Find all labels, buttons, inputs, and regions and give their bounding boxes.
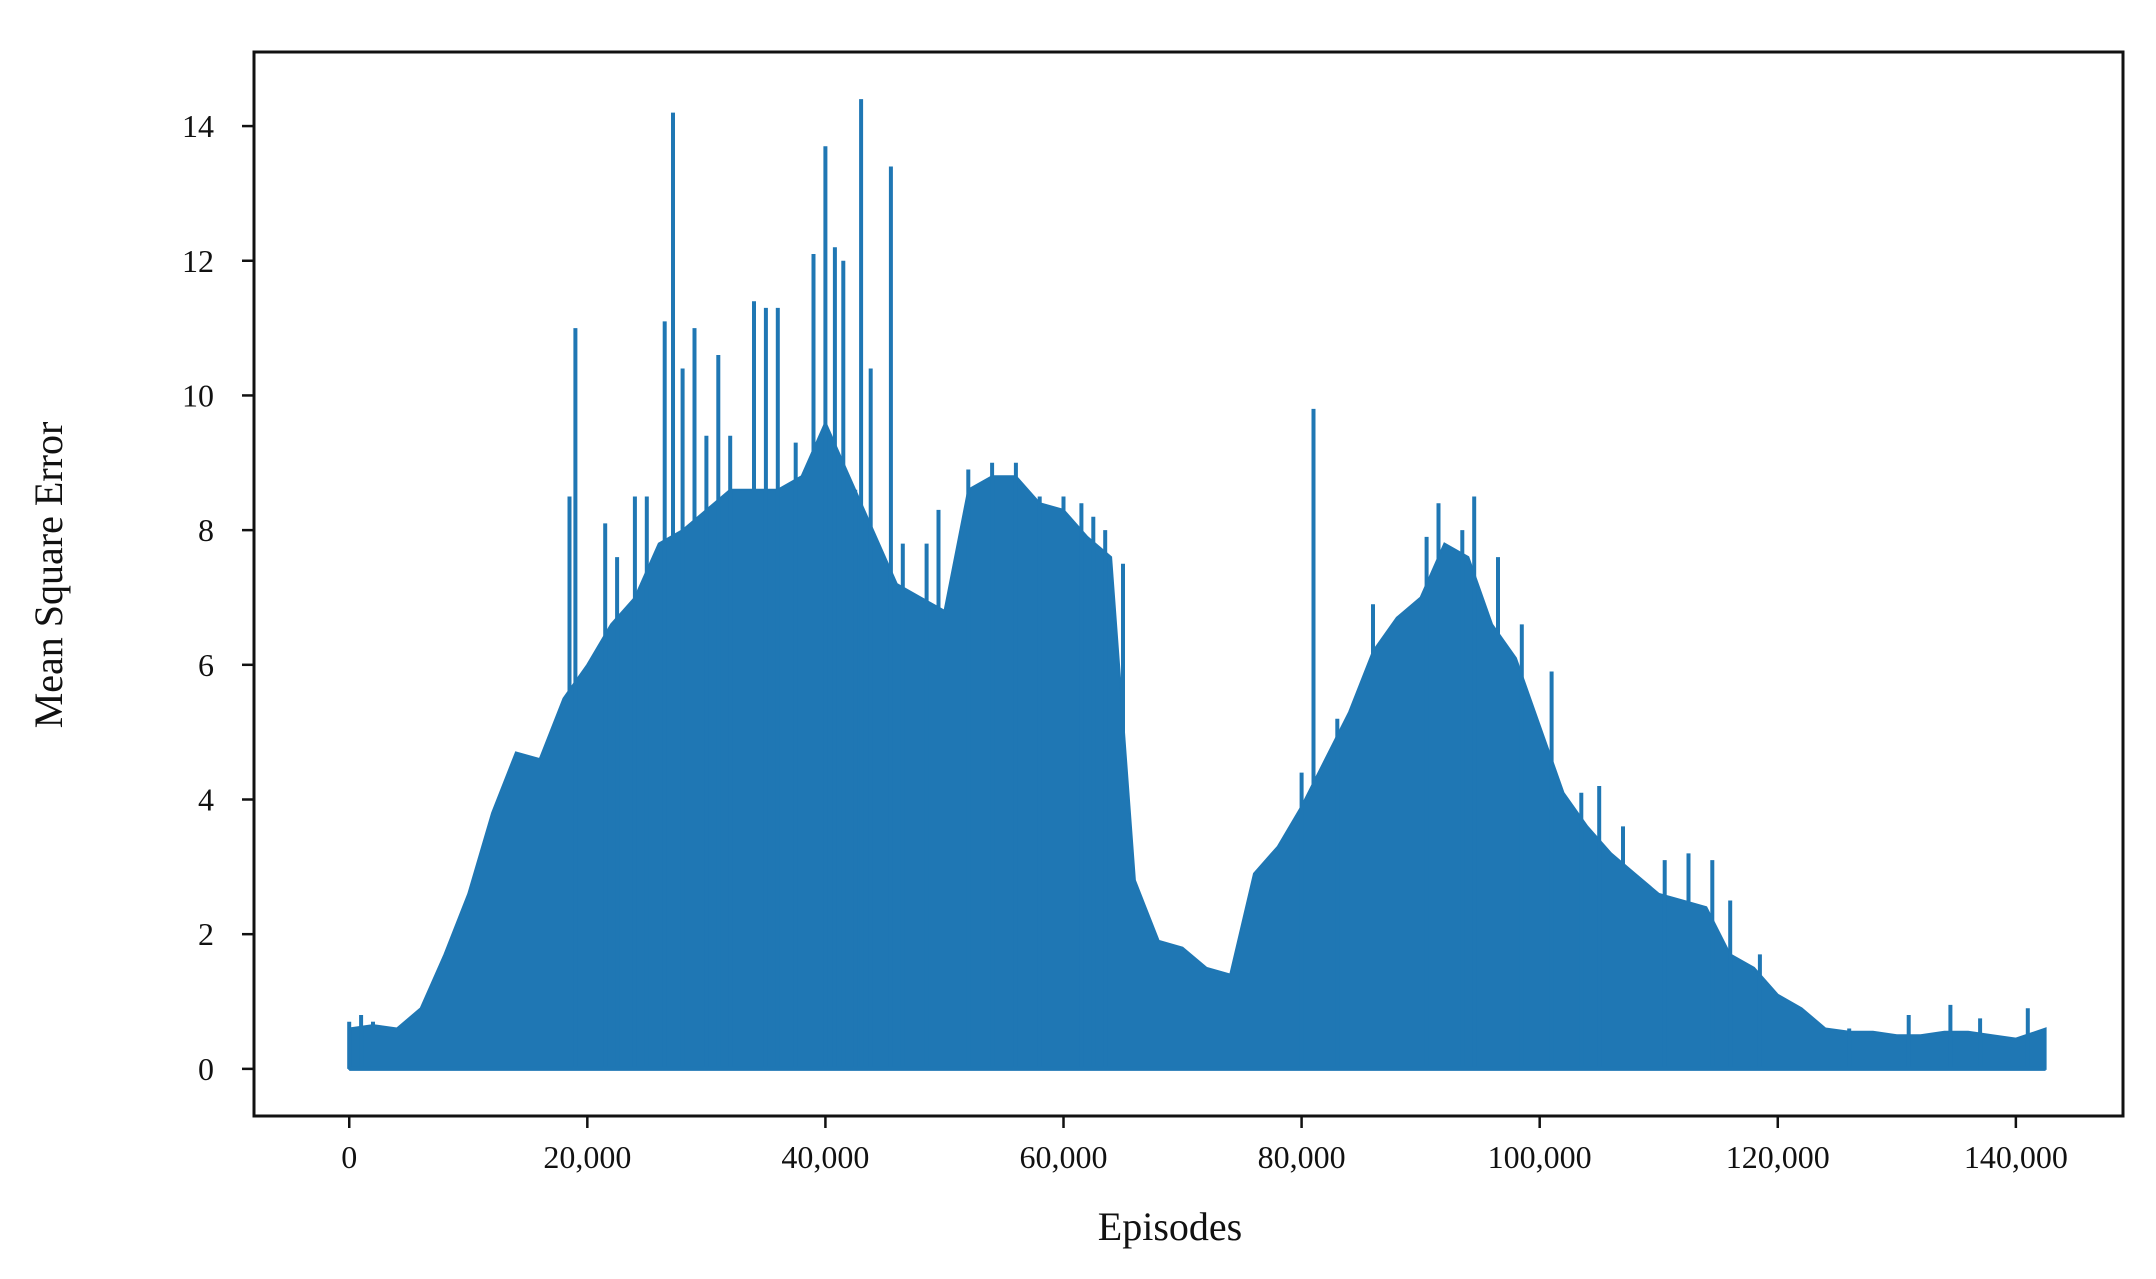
x-axis-label: Episodes bbox=[1098, 1204, 1242, 1249]
x-tick-label: 140,000 bbox=[1964, 1139, 2068, 1175]
x-tick-label: 60,000 bbox=[1020, 1139, 1108, 1175]
x-tick-label: 80,000 bbox=[1258, 1139, 1346, 1175]
y-tick-label: 12 bbox=[182, 243, 214, 279]
y-tick-label: 2 bbox=[198, 916, 214, 952]
y-axis-label: Mean Square Error bbox=[26, 422, 71, 729]
ticks-layer: 0 20,000 40,000 60,000 80,000 100,000 120,000 1… bbox=[182, 108, 2068, 1175]
y-tick-label: 0 bbox=[198, 1051, 214, 1087]
x-tick-label: 40,000 bbox=[781, 1139, 869, 1175]
x-tick-label: 100,000 bbox=[1488, 1139, 1592, 1175]
y-tick-label: 10 bbox=[182, 377, 214, 413]
plot-layer bbox=[347, 99, 2047, 1071]
plot-frame bbox=[252, 50, 2125, 1118]
y-tick-label: 8 bbox=[198, 512, 214, 548]
x-tick-label: 120,000 bbox=[1726, 1139, 1830, 1175]
y-tick-label: 6 bbox=[198, 647, 214, 683]
x-tick-label: 0 bbox=[341, 1139, 357, 1175]
y-tick-label: 4 bbox=[198, 781, 214, 817]
x-tick-label: 20,000 bbox=[543, 1139, 631, 1175]
y-tick-label: 14 bbox=[182, 108, 214, 144]
